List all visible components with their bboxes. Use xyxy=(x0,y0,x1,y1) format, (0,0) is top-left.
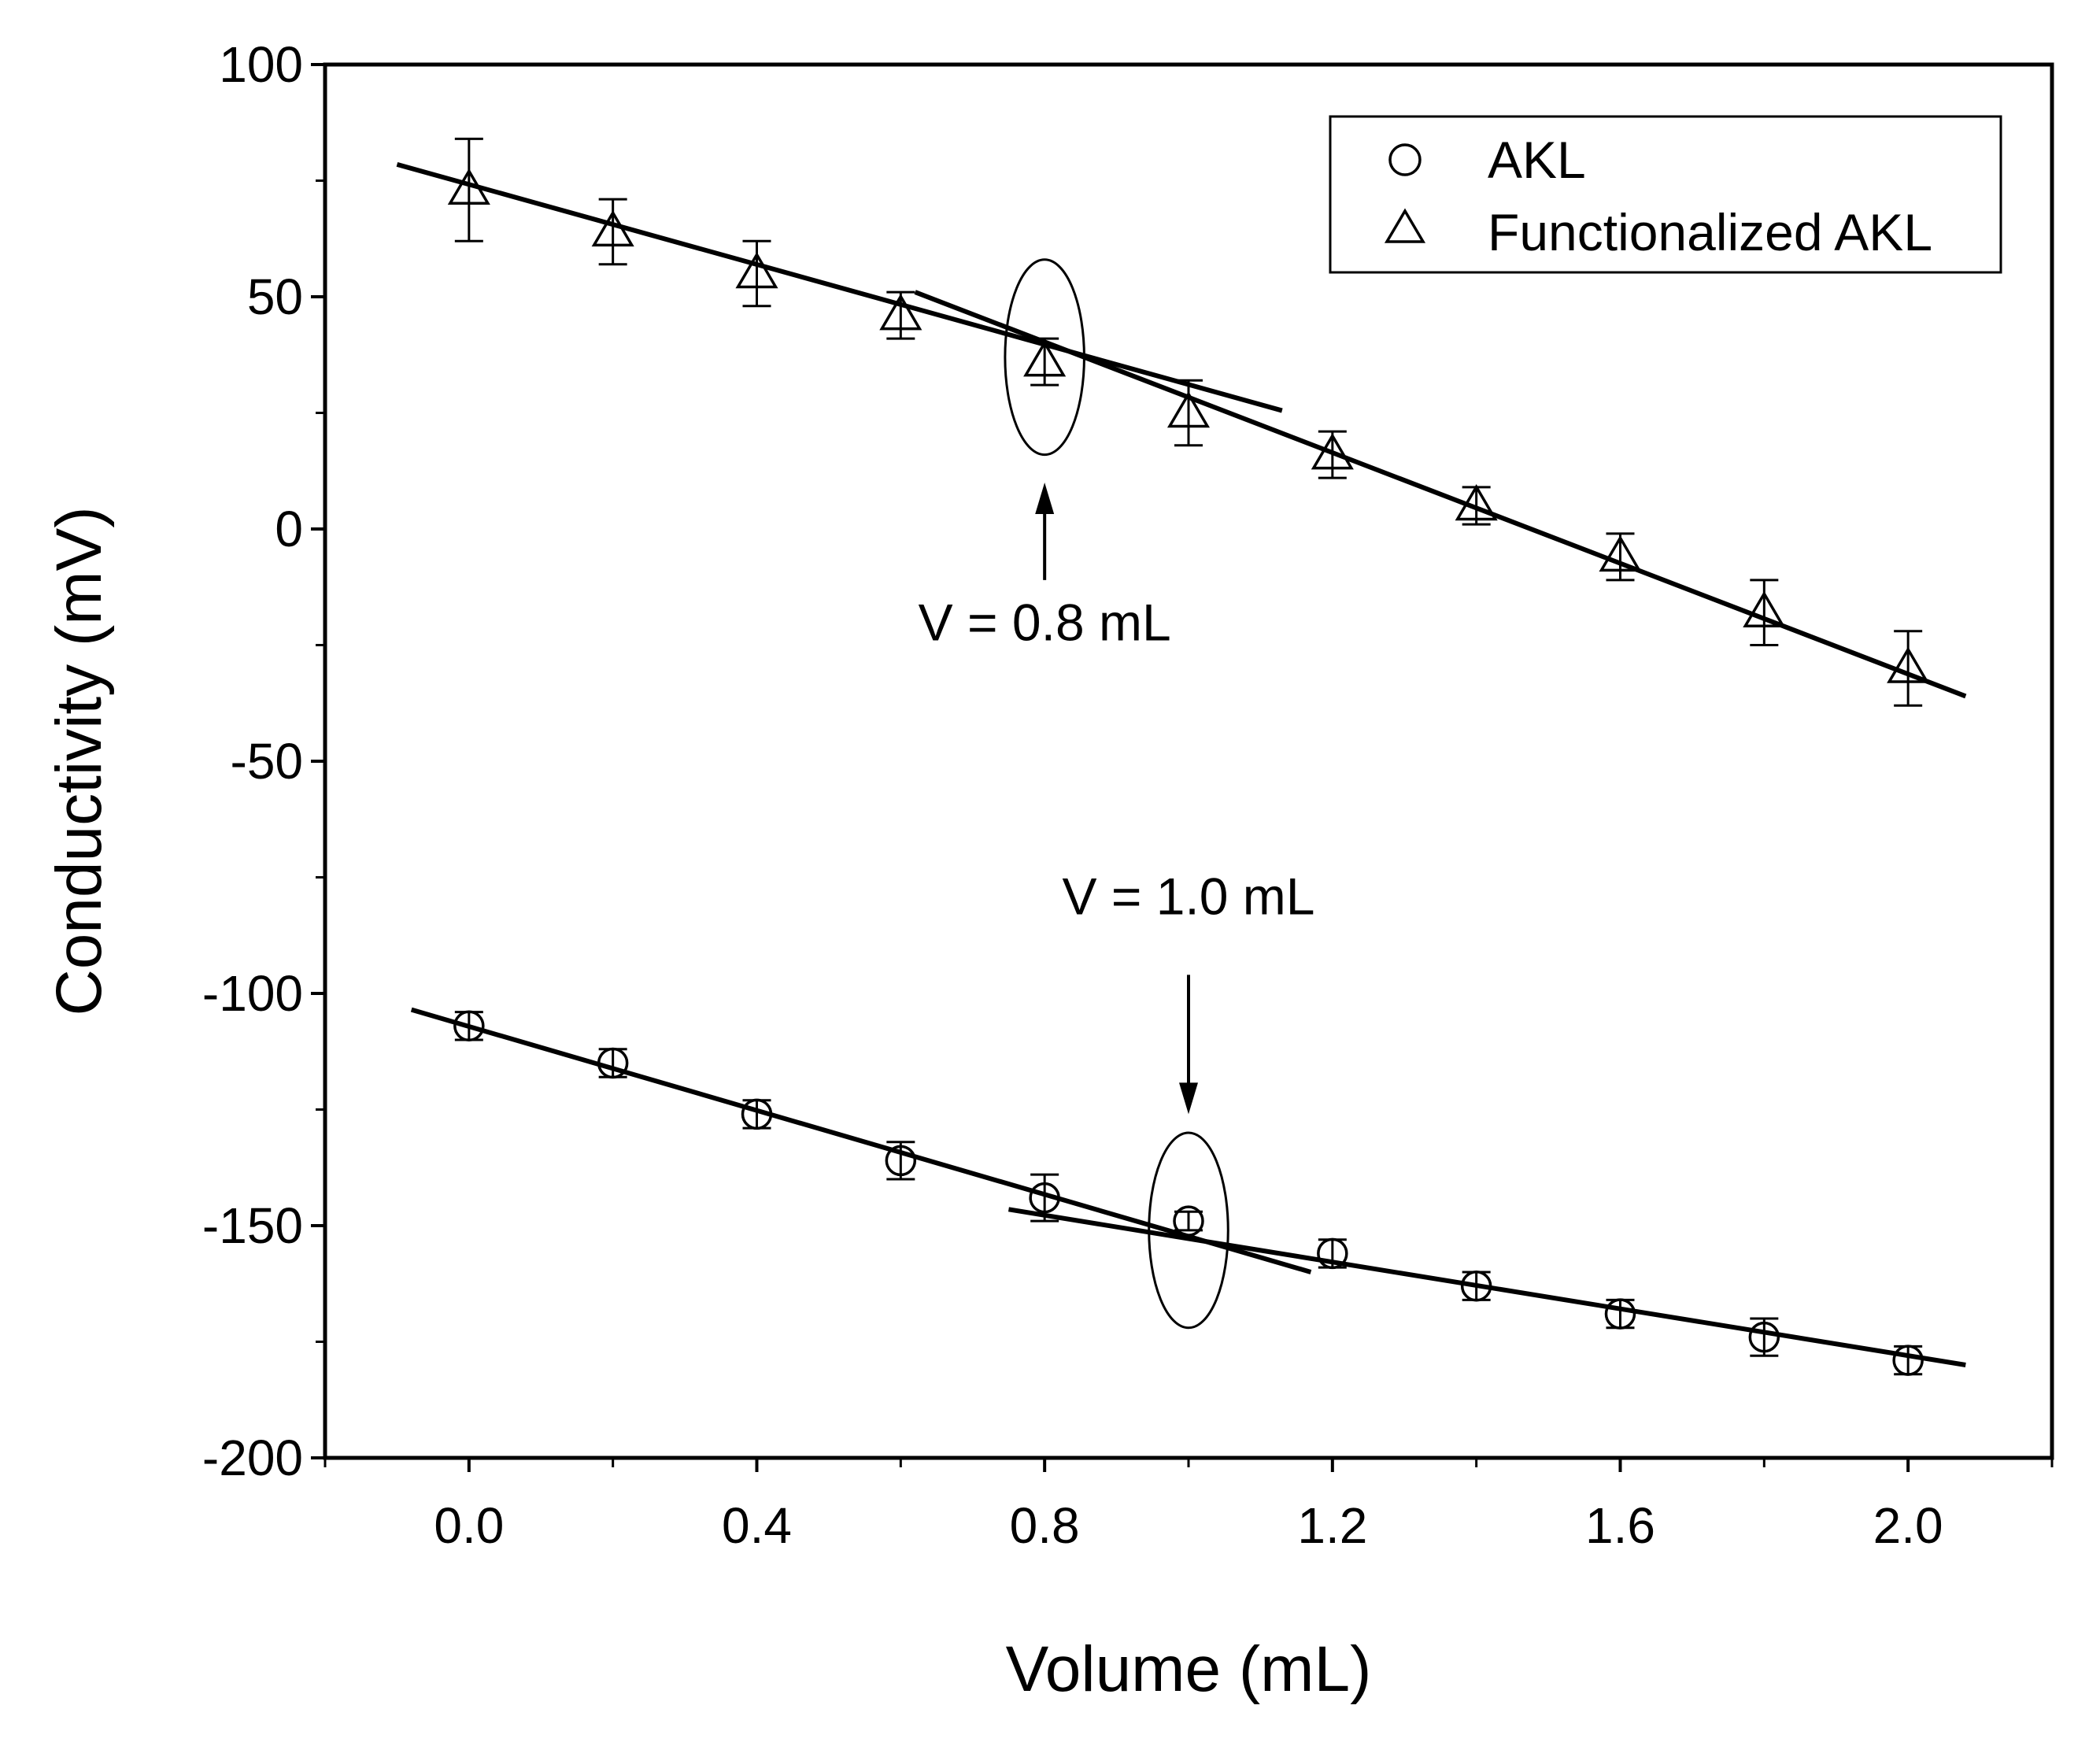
data-point xyxy=(1748,1321,1780,1353)
data-point xyxy=(597,1047,629,1079)
fit-line xyxy=(914,290,1967,699)
series-functionalized-akl xyxy=(447,137,1930,707)
data-point xyxy=(591,209,634,247)
data-point xyxy=(1455,484,1498,521)
data-point xyxy=(1029,1182,1060,1214)
data-point xyxy=(1173,1205,1204,1237)
annotation-arrow-head xyxy=(1035,483,1055,514)
annotation-ellipse xyxy=(1004,258,1085,457)
data-point xyxy=(879,294,922,331)
data-point xyxy=(1317,1237,1348,1270)
x-tick-label: 0.4 xyxy=(722,1497,792,1554)
y-tick-label: 0 xyxy=(275,501,303,557)
x-tick-label: 1.2 xyxy=(1297,1497,1367,1554)
axes: 0.0 0.4 0.8 1.2 1.6 2.0 -200 -150 -100 -50 0 50 100 xyxy=(202,36,2054,1554)
x-tick-label: 0.8 xyxy=(1010,1497,1080,1554)
annotation: V = 0.8 mL xyxy=(919,258,1171,652)
data-point xyxy=(1460,1270,1492,1302)
fit-line xyxy=(396,161,1283,413)
data-point xyxy=(1023,340,1067,377)
x-tick-label: 0.0 xyxy=(434,1497,504,1554)
y-tick-label: -200 xyxy=(202,1430,303,1486)
data-point xyxy=(1604,1298,1636,1330)
x-tick-label: 1.6 xyxy=(1585,1497,1655,1554)
annotation: V = 1.0 mL xyxy=(1062,867,1315,1330)
legend-label-functionalized-akl: Functionalized AKL xyxy=(1488,203,1932,261)
data-point xyxy=(1599,534,1642,572)
series-akl xyxy=(453,1010,1924,1376)
legend-triangle-icon xyxy=(1384,208,1426,243)
data-point xyxy=(885,1145,917,1177)
y-tick-label: -150 xyxy=(202,1197,303,1254)
data-point xyxy=(741,1098,773,1130)
data-point xyxy=(1743,590,1786,627)
fit-line xyxy=(410,1007,1312,1274)
data-point xyxy=(447,168,490,205)
y-tick-label: 100 xyxy=(219,36,303,93)
legend: AKL Functionalized AKL xyxy=(1329,115,2002,274)
data-point xyxy=(1166,391,1211,428)
legend-circle-icon xyxy=(1388,143,1422,176)
data-point xyxy=(1887,646,1930,683)
data-point xyxy=(453,1010,485,1042)
annotation-label: V = 0.8 mL xyxy=(919,594,1171,652)
annotation-arrow-head xyxy=(1179,1082,1198,1115)
annotation-label: V = 1.0 mL xyxy=(1062,867,1314,926)
legend-box xyxy=(1329,115,2002,274)
legend-label-akl: AKL xyxy=(1488,131,1586,189)
data-point xyxy=(1311,433,1354,470)
y-tick-label: -100 xyxy=(202,965,303,1022)
data-point xyxy=(735,252,778,289)
x-tick-label: 2.0 xyxy=(1873,1497,1943,1554)
data-point xyxy=(1892,1345,1924,1376)
x-axis-title: Volume (mL) xyxy=(1006,1633,1372,1705)
y-tick-label: -50 xyxy=(231,733,304,790)
y-tick-label: 50 xyxy=(247,268,303,325)
y-axis-title: Conductivity (mV) xyxy=(43,506,115,1015)
fit-line xyxy=(1007,1207,1966,1367)
plot-area: V = 0.8 mL V = 1.0 mL xyxy=(396,137,1967,1376)
annotation-ellipse xyxy=(1148,1131,1229,1330)
